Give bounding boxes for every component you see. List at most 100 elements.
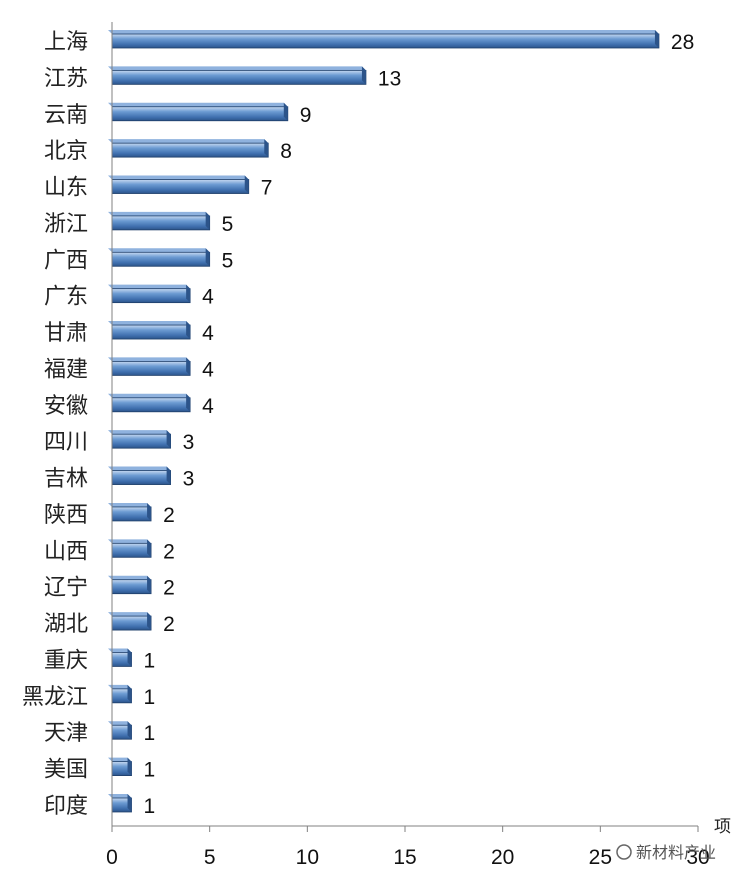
bar-top-face: [108, 139, 269, 144]
category-label: 上海: [44, 30, 88, 55]
bar: [108, 721, 132, 740]
bar-front-face: [111, 361, 191, 376]
bar: [108, 248, 211, 267]
bar-front-face: [111, 215, 211, 231]
bar-top-face: [108, 321, 191, 326]
bar: [108, 684, 132, 704]
data-label: 3: [183, 431, 195, 454]
category-label: 天津: [44, 721, 88, 746]
bar-end-face: [147, 575, 152, 594]
bar-top-face: [108, 211, 210, 216]
data-label: 2: [163, 504, 175, 527]
bar-top-face: [108, 684, 132, 689]
data-label: 7: [261, 177, 273, 200]
bar-end-face: [361, 66, 366, 85]
data-label: 28: [671, 31, 694, 54]
category-label: 四川: [44, 430, 88, 455]
bar: [108, 466, 171, 485]
bar-top-face: [108, 248, 210, 253]
bar: [108, 757, 132, 776]
bar-top-face: [108, 612, 152, 617]
category-label: 黑龙江: [22, 685, 88, 710]
data-label: 1: [144, 722, 156, 745]
bar-front-face: [111, 33, 660, 49]
x-tick-label: 5: [204, 846, 216, 869]
data-label: 4: [202, 322, 214, 345]
bar-top-face: [108, 466, 171, 471]
bar: [108, 30, 660, 49]
watermark-text: 新材料产业: [636, 843, 716, 862]
bar: [108, 66, 367, 85]
bar: [108, 139, 269, 158]
unit-label: 项: [714, 817, 731, 837]
bar-end-face: [283, 102, 288, 121]
x-tick-label: 10: [296, 846, 319, 869]
category-label: 辽宁: [44, 576, 88, 601]
bar-end-face: [205, 211, 210, 230]
category-label: 浙江: [44, 212, 88, 237]
bar: [108, 102, 289, 122]
x-tick-label: 20: [491, 846, 514, 869]
bar-front-face: [111, 542, 152, 558]
category-label: 北京: [44, 139, 88, 164]
category-label: 江苏: [44, 66, 88, 91]
data-label: 8: [280, 140, 292, 163]
bar-front-face: [111, 324, 191, 340]
bar-end-face: [186, 393, 191, 412]
data-label: 3: [183, 468, 195, 491]
bar-end-face: [127, 684, 132, 703]
category-labels: 上海江苏云南北京山东浙江广西广东甘肃福建安徽四川吉林陕西山西辽宁湖北重庆黑龙江天…: [22, 30, 88, 819]
bar-end-face: [147, 539, 152, 558]
wechat-icon: [616, 844, 632, 860]
bar-front-face: [111, 288, 191, 304]
bar-series: [108, 30, 660, 813]
bar-top-face: [108, 757, 132, 762]
data-label: 5: [222, 213, 234, 236]
category-label: 安徽: [44, 394, 88, 419]
bar-end-face: [205, 248, 210, 267]
bar-end-face: [654, 30, 659, 48]
category-label: 山东: [44, 176, 88, 201]
x-tick-label: 15: [393, 846, 416, 869]
bar-end-face: [244, 175, 249, 194]
category-label: 甘肃: [44, 321, 88, 346]
bar-front-face: [111, 433, 171, 449]
bar-front-face: [111, 142, 269, 158]
data-label: 9: [300, 104, 312, 127]
x-tick-label: 25: [589, 846, 612, 869]
category-label: 湖北: [44, 612, 88, 637]
bar: [108, 575, 152, 595]
bar-front-face: [111, 69, 367, 85]
bar-top-face: [108, 793, 132, 798]
bar-top-face: [108, 430, 171, 435]
bar: [108, 393, 191, 413]
category-label: 陕西: [44, 503, 88, 528]
bar-top-face: [108, 539, 152, 544]
category-label: 福建: [44, 357, 88, 382]
bar-top-face: [108, 66, 366, 71]
bar: [108, 211, 211, 231]
data-label: 5: [222, 249, 234, 272]
category-label: 印度: [44, 794, 88, 819]
bar-front-face: [111, 470, 171, 485]
bar-front-face: [111, 615, 152, 631]
bar-front-face: [111, 251, 211, 267]
bar-front-face: [111, 579, 152, 595]
category-label: 美国: [44, 758, 88, 783]
bar-top-face: [108, 721, 132, 726]
x-axis: 0 5 10 15 20 25 30: [106, 22, 710, 869]
category-label: 广东: [44, 285, 88, 310]
bar-end-face: [127, 757, 132, 776]
data-label: 4: [202, 395, 214, 418]
bar-end-face: [127, 648, 132, 667]
data-label: 1: [144, 649, 156, 672]
bar-end-face: [166, 466, 171, 485]
bar: [108, 502, 152, 522]
bar-front-face: [111, 106, 289, 122]
category-label: 山西: [44, 539, 88, 564]
watermark: 新材料产业: [616, 843, 716, 862]
bar-top-face: [108, 102, 288, 107]
category-label: 广西: [44, 248, 88, 273]
category-label: 吉林: [44, 467, 88, 492]
